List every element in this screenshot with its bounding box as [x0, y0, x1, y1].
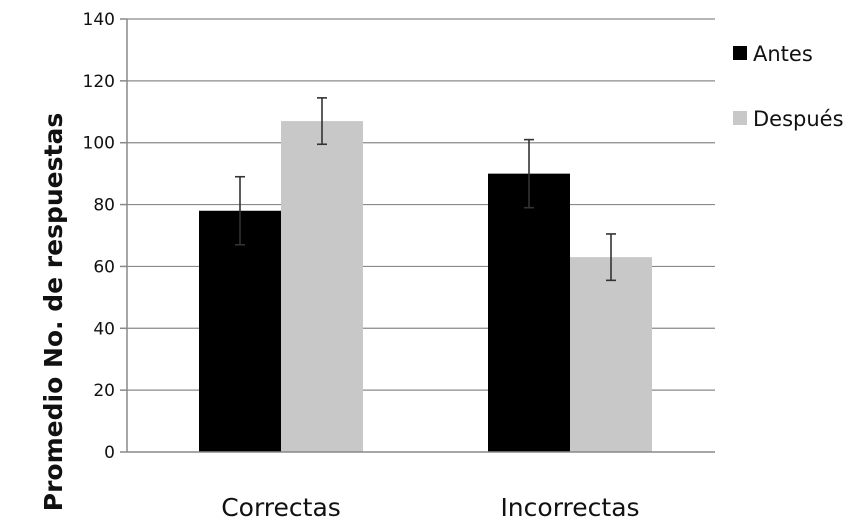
y-tick-label-80: 80	[93, 196, 115, 216]
legend-swatch-antes	[733, 46, 747, 60]
bars	[199, 121, 652, 453]
category-label-incorrectas: Incorrectas	[500, 493, 639, 522]
y-tick-label-120: 120	[83, 72, 115, 92]
bar-correctas-después	[281, 121, 363, 453]
bar-incorrectas-después	[570, 257, 652, 452]
category-labels: Correctas Incorrectas	[221, 493, 639, 522]
legend-label-antes: Antes	[753, 42, 813, 66]
y-tick-label-100: 100	[83, 134, 115, 154]
bar-incorrectas-antes	[488, 173, 570, 452]
category-label-correctas: Correctas	[221, 493, 341, 522]
y-axis-label: Promedio No. de respuestas	[39, 113, 68, 511]
y-axis-ticks: 0 20 40 60 80 100 120 140	[83, 10, 127, 463]
legend-swatch-después	[733, 111, 747, 125]
y-tick-label-140: 140	[83, 10, 115, 30]
legend-label-después: Después	[753, 107, 844, 131]
bar-correctas-antes	[199, 210, 281, 452]
y-tick-label-20: 20	[93, 381, 115, 401]
error-bars	[235, 97, 616, 282]
y-tick-label-40: 40	[93, 319, 115, 339]
legend: Antes Después	[733, 42, 844, 131]
y-tick-label-60: 60	[93, 257, 115, 277]
y-tick-label-0: 0	[104, 443, 115, 463]
